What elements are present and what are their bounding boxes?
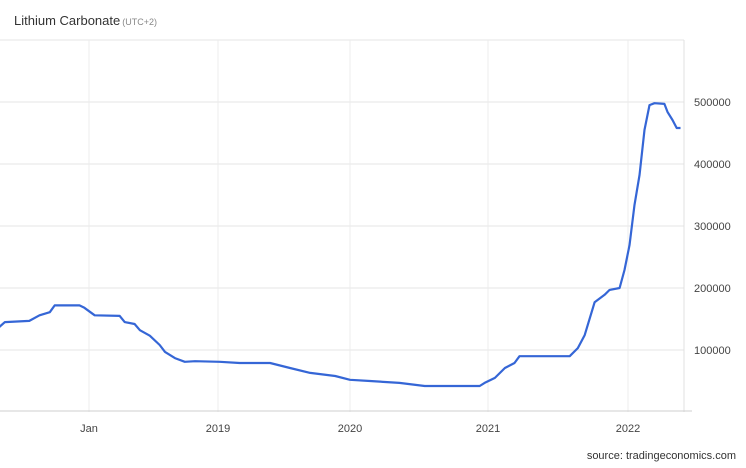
title-text: Lithium Carbonate [14, 13, 121, 28]
x-tick-label: 2022 [616, 423, 640, 435]
y-tick-label: 200000 [694, 283, 731, 295]
source-label: source: tradingeconomics.com [586, 450, 736, 462]
x-tick-label: 2020 [338, 423, 362, 435]
x-tick-label: Jan [80, 423, 98, 435]
y-tick-label: 100000 [694, 345, 731, 357]
series-line [0, 102, 681, 388]
x-tick-label: 2021 [476, 423, 500, 435]
y-tick-label: 300000 [694, 221, 731, 233]
y-tick-label: 500000 [694, 97, 731, 109]
x-tick-label: 2019 [206, 423, 230, 435]
y-tick-label: 400000 [694, 159, 731, 171]
timezone-label: (UTC+2) [122, 17, 157, 27]
chart-title: Lithium Carbonate (UTC+2) [14, 13, 157, 28]
